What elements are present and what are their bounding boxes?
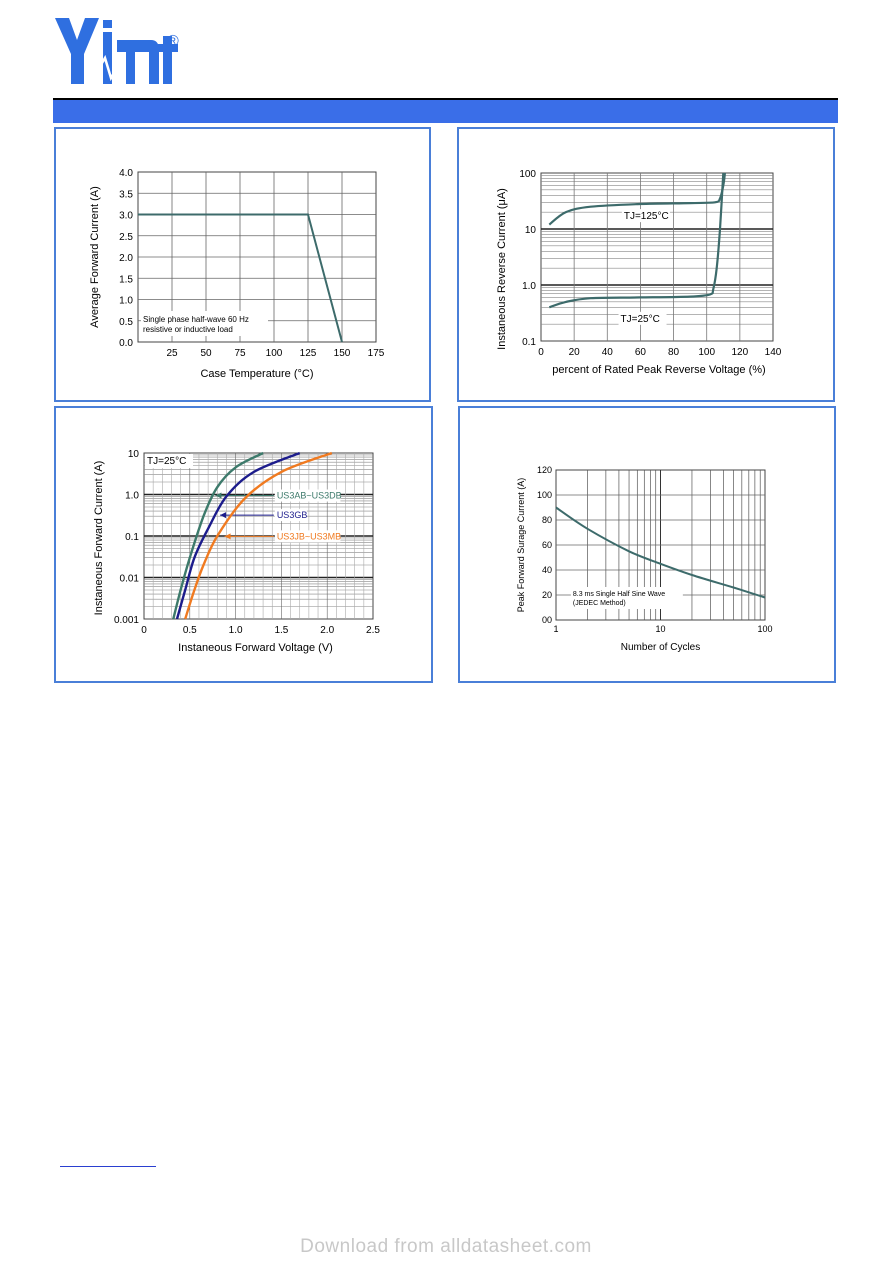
derating-curve	[138, 213, 343, 343]
forward-voltage-chart: 0 0.5 1.0 1.5 2.0 2.5 0.001 0.01 0.1 1.0 10 Instane…	[93, 449, 380, 654]
y-tick-label: 0.5	[119, 317, 133, 328]
series-label-box	[618, 311, 667, 325]
y-axis-label: Average Forward Current (A)	[89, 186, 101, 328]
y-tick-label: 0.1	[522, 337, 536, 348]
series-label: TJ=25°C	[621, 314, 660, 325]
x-tick-label: 120	[732, 347, 749, 358]
y-tick-label: 00	[542, 615, 552, 625]
x-tick-label: 1	[553, 624, 558, 634]
annotation-box	[570, 587, 683, 609]
chart-panel-surge: 1 10 100 00 20 40 60 80 100 120 Number of Cycles Pe…	[458, 406, 836, 683]
y-tick-label: 1.0	[522, 281, 536, 292]
x-axis-label: percent of Rated Peak Reverse Voltage (%…	[552, 364, 765, 376]
y-tick-label: 3.0	[119, 211, 133, 222]
annotation-line: 8.3 ms Single Half Sine Wave	[573, 591, 665, 598]
surge-curve	[555, 506, 766, 599]
series-label-box	[274, 509, 307, 522]
y-tick-label: 60	[542, 540, 552, 550]
y-tick-label: 80	[542, 515, 552, 525]
x-tick-label: 100	[757, 624, 772, 634]
y-tick-label: 0.0	[119, 338, 133, 349]
y-axis-label: Instaneous Forward Current (A)	[93, 461, 105, 616]
x-tick-label: 175	[368, 348, 385, 359]
y-tick-label: 0.001	[114, 615, 139, 626]
y-tick-label: 1.0	[119, 296, 133, 307]
x-axis-label: Instaneous Forward Voltage (V)	[178, 642, 333, 654]
y-tick-label: 10	[128, 449, 140, 460]
y-tick-label: 10	[525, 225, 537, 236]
x-tick-label: 150	[334, 348, 351, 359]
surge-current-chart: 1 10 100 00 20 40 60 80 100 120 Number of Cycles Pe…	[516, 465, 773, 653]
derating-chart: 25 50 75 100 125 150 175 0.0 0.5 1.0 1.5 2.0 2.5 3.0 3…	[89, 168, 385, 380]
x-tick-label: 20	[569, 347, 581, 358]
x-tick-label: 25	[166, 348, 178, 359]
yint-logo: ®	[55, 18, 179, 84]
y-tick-label: 0.1	[125, 532, 139, 543]
annotation-tj: TJ=25°C	[147, 456, 186, 467]
x-tick-label: 1.0	[229, 625, 243, 636]
annotation-box	[145, 454, 193, 468]
y-tick-label: 100	[537, 490, 552, 500]
x-tick-label: 1.5	[274, 625, 288, 636]
series-label-box	[621, 209, 670, 223]
annotation-line: resistive or inductive load	[143, 325, 233, 334]
series-arrow-head	[220, 512, 227, 519]
y-axis-label: Peak Forward Surage Current (A)	[516, 478, 526, 613]
x-tick-label: 2.5	[366, 625, 380, 636]
y-tick-label: 120	[537, 465, 552, 475]
x-tick-label: 80	[668, 347, 680, 358]
annotation-line: Single phase half-wave 60 Hz	[143, 315, 249, 324]
y-tick-label: 2.5	[119, 232, 133, 243]
y-tick-label: 1.0	[125, 491, 139, 502]
x-tick-label: 50	[200, 348, 212, 359]
x-tick-label: 2.0	[320, 625, 334, 636]
y-tick-label: 40	[542, 565, 552, 575]
annotation-line: (JEDEC Method)	[573, 600, 626, 607]
y-tick-label: 0.01	[120, 574, 140, 585]
y-axis-label: Instaneous Reverse Current (μA)	[496, 188, 508, 350]
series-label-box	[274, 489, 341, 502]
series-arrow-head	[215, 492, 222, 499]
x-axis-label: Case Temperature (°C)	[200, 368, 313, 380]
reverse-current-chart: 0 20 40 60 80 100 120 140 0.1 1.0 10 100 percent of …	[496, 169, 782, 376]
x-tick-label: 125	[300, 348, 317, 359]
curve-tj-25	[548, 172, 725, 309]
x-tick-label: 60	[635, 347, 647, 358]
x-tick-label: 10	[655, 624, 665, 634]
x-tick-label: 40	[602, 347, 614, 358]
series-label: TJ=125°C	[624, 211, 669, 222]
x-axis-label: Number of Cycles	[621, 642, 700, 653]
registered-mark: ®	[167, 33, 179, 50]
y-tick-label: 20	[542, 590, 552, 600]
chart-panel-reverse: 0 20 40 60 80 100 120 140 0.1 1.0 10 100 percent of …	[457, 127, 835, 402]
forward-curve	[172, 451, 264, 620]
y-tick-label: 3.5	[119, 189, 133, 200]
chart-panel-forward: 0 0.5 1.0 1.5 2.0 2.5 0.001 0.01 0.1 1.0 10 Instane…	[54, 406, 433, 683]
x-tick-label: 140	[765, 347, 782, 358]
x-tick-label: 100	[266, 348, 283, 359]
series-label: US3JB~US3MB	[277, 531, 341, 541]
header-bar	[53, 100, 838, 123]
footer-link[interactable]	[60, 1166, 156, 1167]
x-tick-label: 0	[141, 625, 147, 636]
x-tick-label: 0	[538, 347, 544, 358]
series-label: US3AB~US3DB	[277, 491, 342, 501]
series-arrow-head	[224, 533, 231, 540]
forward-curve	[175, 451, 301, 620]
x-tick-label: 100	[698, 347, 715, 358]
series-label-box	[274, 530, 341, 543]
logo-text: Yint	[0, 0, 1, 1]
annotation-box	[141, 311, 268, 336]
y-tick-label: 1.5	[119, 274, 133, 285]
y-tick-label: 2.0	[119, 253, 133, 264]
y-tick-label: 4.0	[119, 168, 133, 179]
watermark: Download from alldatasheet.com	[300, 1236, 592, 1257]
forward-curve	[184, 451, 333, 620]
series-label: US3GB	[277, 510, 308, 520]
x-tick-label: 75	[234, 348, 246, 359]
x-tick-label: 0.5	[183, 625, 197, 636]
y-tick-label: 100	[519, 169, 536, 180]
header-rule	[53, 98, 838, 100]
chart-panel-derating: 25 50 75 100 125 150 175 0.0 0.5 1.0 1.5 2.0 2.5 3.0 3…	[54, 127, 431, 402]
